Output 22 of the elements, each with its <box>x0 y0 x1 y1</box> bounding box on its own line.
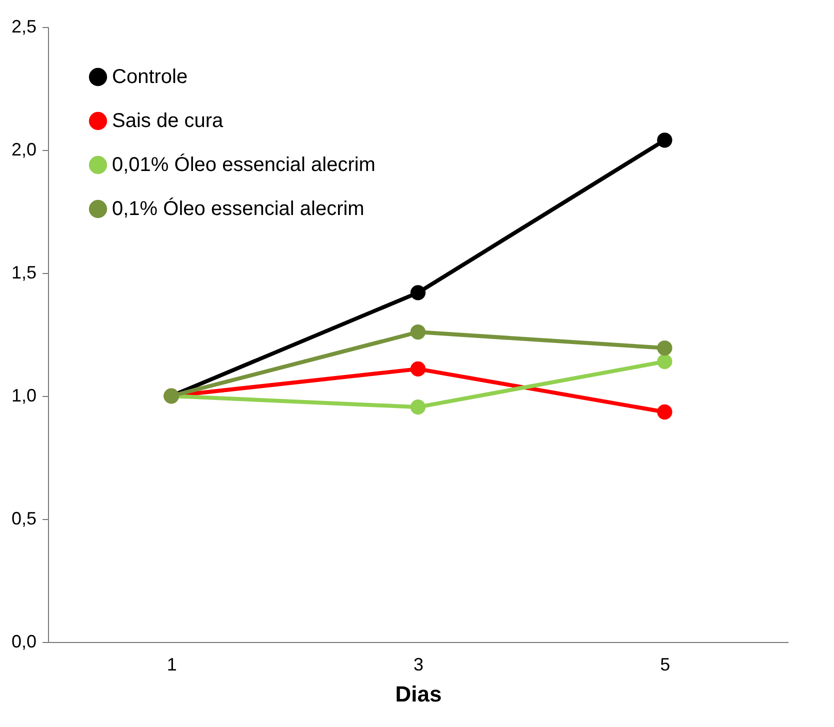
y-tick-label: 1,0 <box>11 386 36 406</box>
legend-label: 0,01% Óleo essencial alecrim <box>112 153 376 176</box>
point <box>657 132 672 148</box>
point <box>410 361 426 377</box>
point <box>410 400 426 415</box>
y-tick-label: 0,0 <box>11 632 36 652</box>
y-tick-label: 2,0 <box>11 140 36 160</box>
y-tick-label: 2,5 <box>11 16 36 36</box>
point <box>410 324 426 340</box>
x-tick-label: 5 <box>660 654 670 674</box>
legend-label: Controle <box>112 66 188 88</box>
x-tick-label: 3 <box>413 654 424 674</box>
x-tick-label: 1 <box>166 654 177 674</box>
y-tick-label: 1,5 <box>11 262 36 282</box>
point <box>657 340 672 356</box>
y-tick-label: 0,5 <box>11 508 36 528</box>
point <box>657 354 672 370</box>
legend-label: 0,1% Óleo essencial alecrim <box>112 197 364 220</box>
point <box>657 404 672 420</box>
x-axis-title: Dias <box>395 682 442 706</box>
legend-label: Sais de cura <box>112 110 224 132</box>
point <box>410 285 426 300</box>
